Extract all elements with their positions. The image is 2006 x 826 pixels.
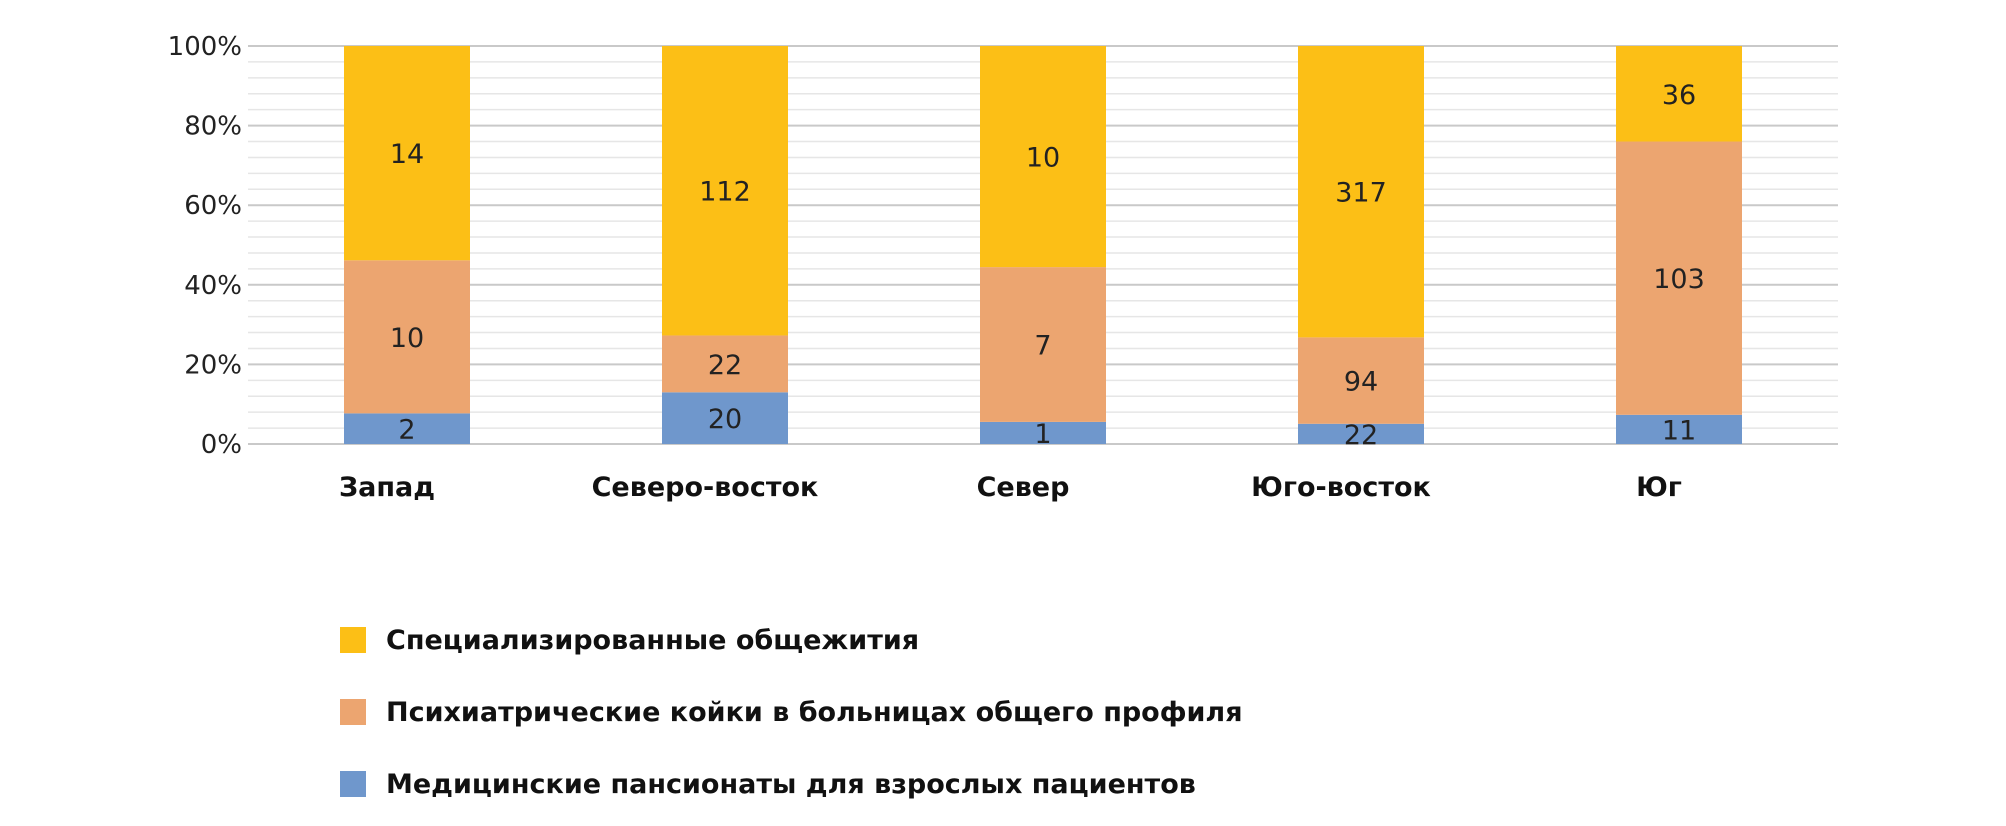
- bar-segment: [662, 46, 788, 336]
- bar-segment: [344, 46, 470, 261]
- x-category-label: Север: [977, 472, 1070, 503]
- bar-segment: [662, 335, 788, 393]
- bars: [344, 46, 1742, 444]
- bar-segment: [980, 421, 1106, 444]
- x-category-label: Северо-восток: [592, 472, 819, 503]
- legend-item: Специализированные общежития: [340, 604, 1243, 676]
- y-tick-label: 80%: [184, 112, 242, 142]
- bar-segment: [1298, 423, 1424, 444]
- legend-item: Медицинские пансионаты для взрослых паци…: [340, 748, 1243, 820]
- bar-segment: [1616, 414, 1742, 444]
- bar-segment: [344, 260, 470, 414]
- data-label: 2: [398, 415, 415, 446]
- data-label: 14: [390, 139, 424, 170]
- legend-label: Специализированные общежития: [386, 624, 920, 656]
- bar-segment: [1298, 46, 1424, 338]
- x-category-label: Юг: [1636, 472, 1682, 503]
- data-label: 22: [1344, 420, 1378, 451]
- stacked-bar-chart: 0% 20% 40% 60% 80% 100% Запад Северо-восток Сев…: [168, 32, 1838, 503]
- bar-segment: [1616, 141, 1742, 415]
- data-label: 1: [1034, 419, 1051, 450]
- legend-label: Психиатрические койки в больницах общего…: [386, 696, 1243, 728]
- data-label: 22: [708, 350, 742, 381]
- bar-segment: [662, 392, 788, 444]
- legend-swatch: [340, 627, 366, 653]
- y-axis-ticks: 0% 20% 40% 60% 80% 100%: [168, 32, 242, 460]
- legend-label: Медицинские пансионаты для взрослых паци…: [386, 768, 1196, 800]
- legend-swatch: [340, 699, 366, 725]
- legend-item: Психиатрические койки в больницах общего…: [340, 676, 1243, 748]
- bar-segment: [344, 413, 470, 444]
- bar-segment: [980, 267, 1106, 422]
- legend-swatch: [340, 771, 366, 797]
- bar-segment: [1298, 337, 1424, 424]
- data-label: 94: [1344, 367, 1378, 398]
- y-tick-label: 20%: [184, 350, 242, 380]
- y-tick-label: 60%: [184, 191, 242, 221]
- bar-segment: [1616, 46, 1742, 142]
- x-category-label: Запад: [339, 472, 435, 503]
- y-tick-label: 40%: [184, 271, 242, 301]
- y-tick-label: 0%: [201, 430, 242, 460]
- data-label: 36: [1662, 80, 1696, 111]
- data-label: 112: [699, 177, 751, 208]
- data-labels: 2 10 14 20 22 112 1 7 10 22 94 317 11 103 36: [390, 80, 1705, 451]
- data-label: 10: [1026, 143, 1060, 174]
- data-label: 317: [1335, 178, 1387, 209]
- data-label: 11: [1662, 415, 1696, 446]
- data-label: 10: [390, 323, 424, 354]
- bar-segment: [980, 46, 1106, 268]
- x-category-label: Юго-восток: [1251, 472, 1431, 503]
- data-label: 7: [1034, 331, 1051, 362]
- legend: Специализированные общежития Психиатричес…: [340, 604, 1243, 820]
- y-tick-label: 100%: [168, 32, 242, 62]
- x-axis-categories: Запад Северо-восток Север Юго-восток Юг: [339, 472, 1682, 503]
- data-label: 103: [1653, 264, 1705, 295]
- data-label: 20: [708, 404, 742, 435]
